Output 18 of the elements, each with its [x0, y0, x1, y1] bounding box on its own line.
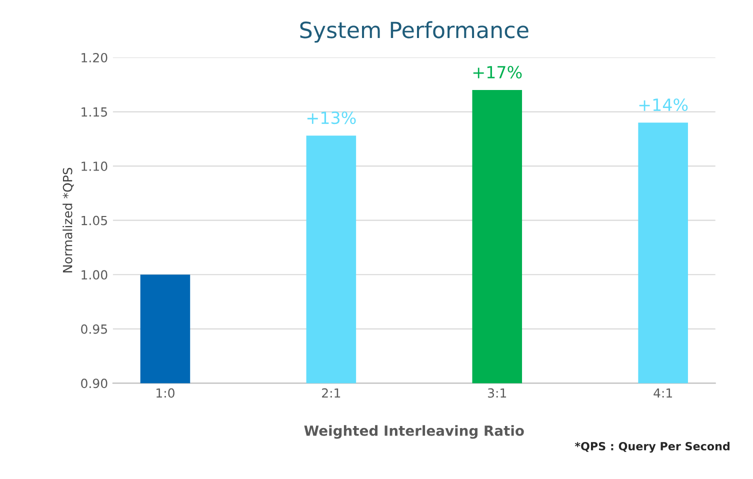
annotation: +14%: [639, 98, 688, 112]
x-tick-label: 1:0: [156, 388, 174, 398]
y-axis-title: Normalized *QPS: [62, 168, 74, 272]
y-tick-label: 1.00: [82, 270, 108, 280]
y-tick-label: 1.05: [82, 216, 107, 226]
x-tick-label: 4:1: [654, 388, 672, 398]
annotation: +17%: [473, 66, 522, 78]
chart-title: System Performance: [300, 21, 528, 43]
x-tick-label: 3:1: [488, 388, 506, 398]
y-tick-label: 1.15: [82, 107, 107, 117]
x-tick-label: 2:1: [322, 388, 340, 398]
text: *QPS : Query Per Second: [574, 442, 730, 453]
annotation: +13%: [307, 111, 356, 124]
y-tick-label: 1.10: [82, 162, 108, 171]
y-tick-label: 0.95: [81, 324, 107, 334]
x-axis-title: Weighted Interleaving Ratio: [304, 425, 524, 439]
y-tick-label: 0.90: [81, 378, 108, 388]
y-tick-label: 1.20: [82, 52, 108, 62]
